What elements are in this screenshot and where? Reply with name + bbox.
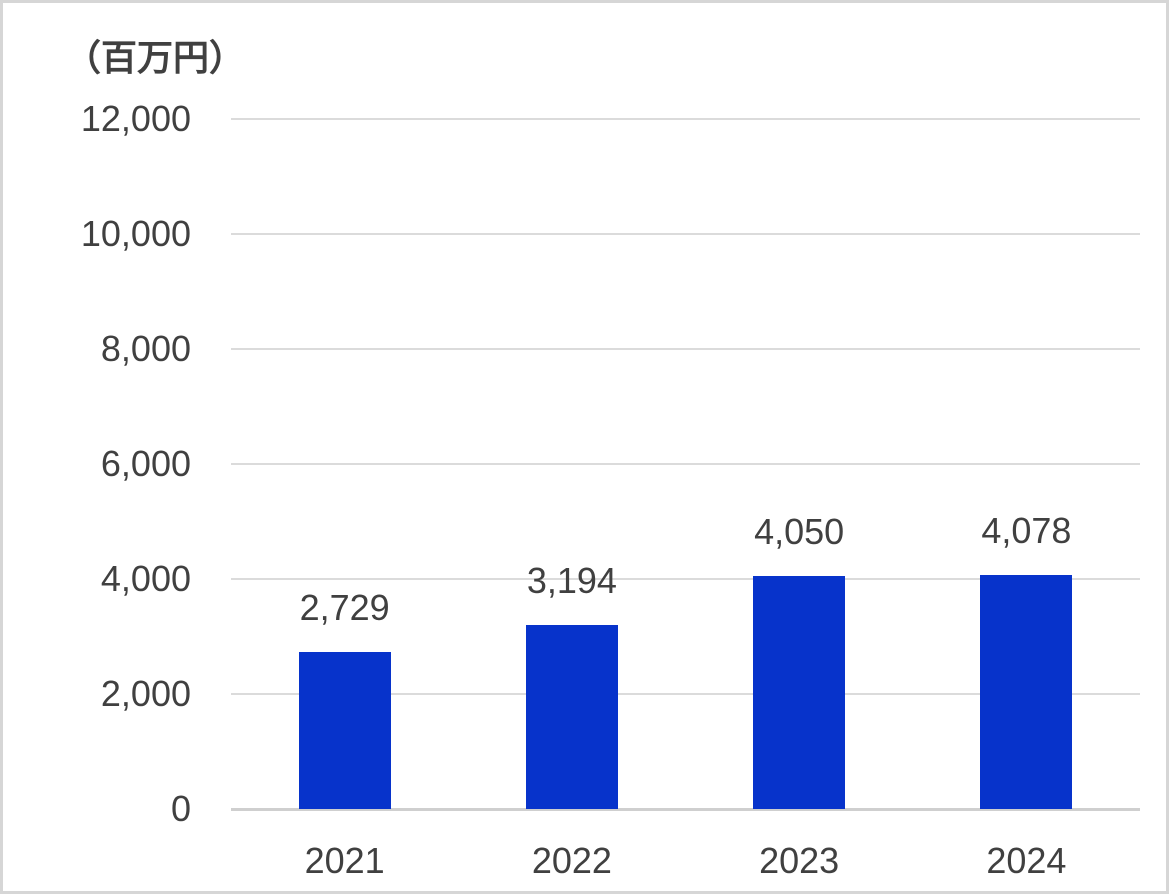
y-tick-label-6000: 6,000	[100, 443, 191, 484]
x-tick-label-2021: 2021	[304, 840, 385, 881]
bar-2023	[753, 576, 846, 809]
bar-value-label-2023: 4,050	[754, 511, 845, 553]
gridline-10000	[231, 233, 1140, 235]
gridline-2000	[231, 693, 1140, 695]
y-tick-label-2000: 2,000	[100, 673, 191, 714]
bar-value-label-2021: 2,729	[299, 587, 390, 629]
x-tick-label-2022: 2022	[531, 840, 612, 881]
x-tick-label-2023: 2023	[759, 840, 840, 881]
gridline-4000	[231, 578, 1140, 580]
y-axis-unit-label: （百万円）	[65, 37, 246, 78]
gridline-12000	[231, 118, 1140, 120]
gridline-6000	[231, 463, 1140, 465]
y-tick-label-10000: 10,000	[80, 213, 191, 254]
bar-value-label-2022: 3,194	[526, 560, 617, 602]
gridline-0	[231, 807, 1140, 811]
y-tick-label-8000: 8,000	[100, 328, 191, 369]
gridline-8000	[231, 348, 1140, 350]
bar-2022	[525, 625, 618, 809]
y-tick-label-0: 0	[170, 788, 191, 829]
x-tick-label-2024: 2024	[986, 840, 1067, 881]
bar-2021	[298, 652, 391, 809]
y-tick-label-12000: 12,000	[80, 98, 191, 139]
bar-value-label-2024: 4,078	[981, 509, 1072, 551]
bar-2024	[980, 574, 1073, 809]
plot-area: 2,729 3,194 4,050 4,078	[231, 118, 1140, 811]
y-tick-label-4000: 4,000	[100, 558, 191, 599]
